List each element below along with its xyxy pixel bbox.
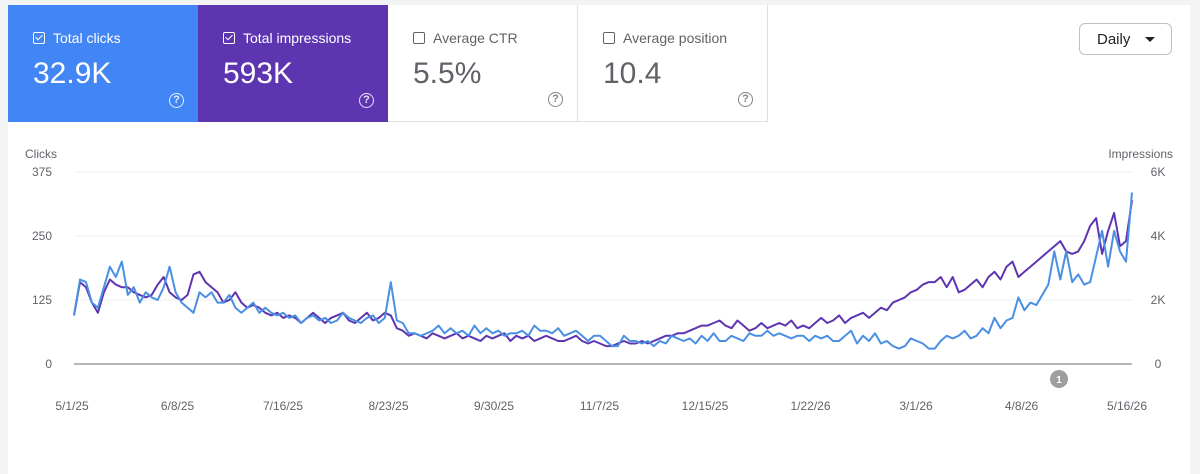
- x-tick-label: 1/22/26: [790, 399, 830, 413]
- left-tick-label: 125: [32, 293, 52, 307]
- x-tick-label: 5/1/25: [55, 399, 89, 413]
- card-label: Average CTR: [433, 30, 518, 46]
- right-tick-label: 4K: [1151, 229, 1166, 243]
- right-axis-title: Impressions: [1108, 147, 1173, 161]
- x-tick-label: 11/7/25: [580, 399, 619, 413]
- help-icon[interactable]: ?: [169, 93, 184, 108]
- granularity-select[interactable]: Daily: [1079, 23, 1172, 55]
- left-tick-label: 0: [45, 357, 52, 371]
- x-tick-label: 5/16/26: [1107, 399, 1147, 413]
- right-tick-label: 0: [1155, 357, 1162, 371]
- series-lines: [73, 192, 1133, 350]
- x-tick-label: 6/8/25: [161, 399, 195, 413]
- left-tick-label: 250: [32, 229, 52, 243]
- x-tick-label: 8/23/25: [368, 399, 408, 413]
- right-axis-ticks: 6K 4K 2K 0: [1151, 165, 1166, 371]
- card-value: 593K: [223, 57, 294, 90]
- card-header: Average CTR: [413, 30, 577, 46]
- right-tick-label: 6K: [1151, 165, 1166, 179]
- card-label: Average position: [623, 30, 728, 46]
- total-impressions-line: [73, 200, 1133, 348]
- granularity-value: Daily: [1097, 30, 1131, 48]
- average-position-card[interactable]: Average position 10.4 ?: [578, 5, 768, 122]
- total-clicks-line: [73, 192, 1133, 350]
- annotation-marker[interactable]: 1: [1050, 370, 1068, 388]
- card-label: Total impressions: [243, 30, 352, 46]
- left-axis-ticks: 375 250 125 0: [32, 165, 52, 371]
- x-tick-label: 9/30/25: [474, 399, 514, 413]
- help-icon[interactable]: ?: [359, 93, 374, 108]
- x-tick-label: 7/16/25: [263, 399, 303, 413]
- help-icon[interactable]: ?: [738, 92, 753, 107]
- gridlines: [74, 171, 1132, 365]
- annotation-circle[interactable]: [1050, 370, 1068, 388]
- checkbox-unchecked-icon[interactable]: [413, 32, 425, 44]
- caret-down-icon: [1145, 37, 1155, 42]
- card-header: Total impressions: [223, 30, 388, 46]
- card-value: 10.4: [603, 57, 662, 90]
- x-tick-label: 4/8/26: [1005, 399, 1039, 413]
- checkbox-unchecked-icon[interactable]: [603, 32, 615, 44]
- card-value: 5.5%: [413, 57, 482, 90]
- card-header: Total clicks: [33, 30, 198, 46]
- x-axis-ticks: 5/1/25 6/8/25 7/16/25 8/23/25 9/30/25 11/7/25…: [55, 399, 1147, 413]
- checkbox-checked-icon[interactable]: [223, 32, 235, 44]
- left-axis-title: Clicks: [25, 147, 57, 161]
- metric-cards: Total clicks 32.9K ? Total impressions 5…: [8, 5, 768, 122]
- checkbox-checked-icon[interactable]: [33, 32, 45, 44]
- left-tick-label: 375: [32, 165, 52, 179]
- total-clicks-card[interactable]: Total clicks 32.9K ?: [8, 5, 198, 122]
- x-tick-label: 12/15/25: [682, 399, 729, 413]
- card-header: Average position: [603, 30, 767, 46]
- performance-panel: Total clicks 32.9K ? Total impressions 5…: [8, 5, 1190, 474]
- card-label: Total clicks: [53, 30, 121, 46]
- performance-chart: Clicks Impressions 375 250 125 0 6K 4K 2K 0 5/…: [25, 147, 1173, 413]
- annotation-label: 1: [1056, 375, 1062, 386]
- right-tick-label: 2K: [1151, 293, 1166, 307]
- total-impressions-card[interactable]: Total impressions 593K ?: [198, 5, 388, 122]
- card-value: 32.9K: [33, 57, 112, 90]
- average-ctr-card[interactable]: Average CTR 5.5% ?: [388, 5, 578, 122]
- x-tick-label: 3/1/26: [899, 399, 933, 413]
- help-icon[interactable]: ?: [548, 92, 563, 107]
